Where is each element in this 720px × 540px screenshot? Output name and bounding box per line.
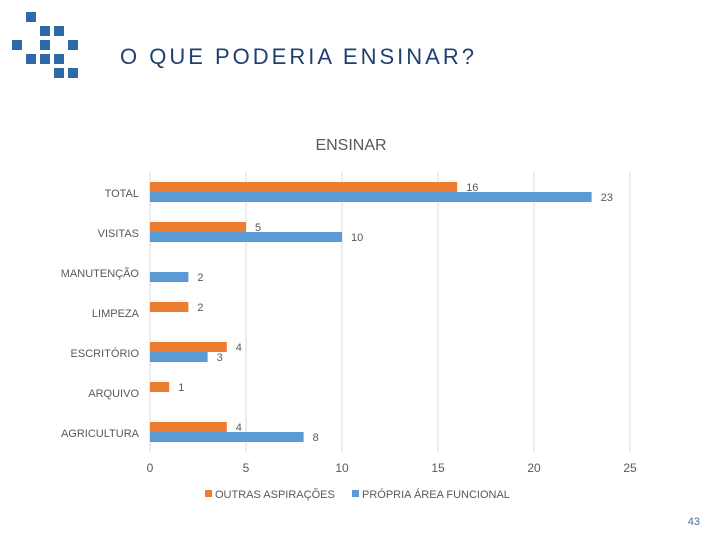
- data-label: 4: [236, 342, 242, 354]
- chart-title: ENSINAR: [315, 137, 386, 154]
- category-label: VISITAS: [98, 228, 139, 240]
- bar: [150, 192, 592, 202]
- category-label: TOTAL: [105, 188, 139, 200]
- bar: [150, 432, 304, 442]
- legend-label: OUTRAS ASPIRAÇÕES: [215, 488, 335, 501]
- data-label: 8: [313, 432, 319, 444]
- data-label: 2: [197, 272, 203, 284]
- x-tick-label: 0: [147, 461, 154, 475]
- category-label: AGRICULTURA: [61, 428, 140, 440]
- legend-swatch: [205, 490, 212, 497]
- bar: [150, 222, 246, 232]
- data-label: 4: [236, 422, 242, 434]
- legend-label: PRÓPRIA ÁREA FUNCIONAL: [362, 488, 510, 501]
- bar: [150, 342, 227, 352]
- x-tick-label: 10: [335, 461, 349, 475]
- data-label: 23: [601, 192, 613, 204]
- bar: [150, 272, 189, 282]
- bar: [150, 232, 342, 242]
- page-number: 43: [687, 516, 700, 528]
- slide-title: O QUE PODERIA ENSINAR?: [120, 44, 477, 69]
- bar: [150, 352, 208, 362]
- category-label: ARQUIVO: [88, 388, 139, 400]
- data-label: 16: [466, 182, 478, 194]
- bar: [150, 182, 458, 192]
- x-tick-label: 25: [623, 461, 637, 475]
- data-label: 5: [255, 222, 261, 234]
- legend-swatch: [352, 490, 359, 497]
- logo: [12, 12, 82, 82]
- data-label: 2: [197, 302, 203, 314]
- data-label: 1: [178, 382, 184, 394]
- bar: [150, 302, 189, 312]
- data-label: 10: [351, 232, 363, 244]
- x-tick-label: 5: [243, 461, 250, 475]
- x-tick-label: 20: [527, 461, 541, 475]
- bar: [150, 382, 170, 392]
- data-label: 3: [217, 352, 223, 364]
- bar: [150, 422, 227, 432]
- x-tick-label: 15: [431, 461, 445, 475]
- category-label: MANUTENÇÃO: [61, 267, 140, 280]
- category-label: ESCRITÓRIO: [71, 347, 140, 360]
- category-label: LIMPEZA: [92, 308, 140, 320]
